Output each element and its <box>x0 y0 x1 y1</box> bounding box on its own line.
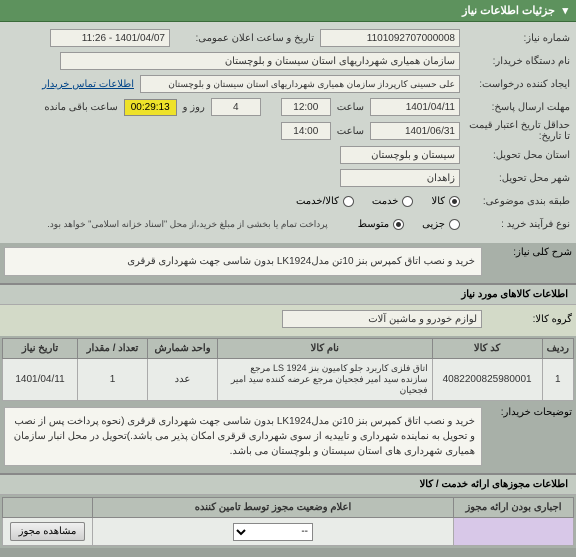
buyer-notes-box: خرید و نصب اتاق کمپرس بنز 10تن مدلLK1924… <box>4 407 482 466</box>
th-qty: تعداد / مقدار <box>78 339 148 359</box>
radio-medium-label: متوسط <box>358 219 389 230</box>
permit-table: اجباری بودن ارائه مجوز اعلام وضعیت مجوز … <box>2 497 574 546</box>
city-label: شهر محل تحویل: <box>460 173 570 184</box>
radio-both[interactable] <box>343 196 354 207</box>
announce-date-field: 1401/04/07 - 11:26 <box>50 29 170 47</box>
cell-idx: 1 <box>542 359 573 401</box>
radio-both-label: کالا/خدمت <box>296 196 339 207</box>
view-permit-button[interactable]: مشاهده مجوز <box>10 522 86 541</box>
goods-section-header: اطلاعات کالاهای مورد نیاز <box>0 283 576 305</box>
contact-link[interactable]: اطلاعات تماس خریدار <box>42 79 134 90</box>
requester-field: علی حسینی کارپرداز سازمان همیاری شهرداری… <box>140 75 460 93</box>
process-label: نوع فرآیند خرید : <box>460 219 570 230</box>
permit-section-header: اطلاعات مجوزهای ارائه خدمت / کالا <box>0 473 576 495</box>
time-label-2: ساعت <box>331 126 370 137</box>
radio-goods[interactable] <box>449 196 460 207</box>
buyer-org-field: سازمان همیاری شهرداریهای استان سیستان و … <box>60 52 460 70</box>
th-name: نام کالا <box>218 339 433 359</box>
table-row: 1 4082200825980001 اتاق فلزی کاربرد جلو … <box>3 359 574 401</box>
deadline-date-field: 1401/04/11 <box>370 98 460 116</box>
cell-qty: 1 <box>78 359 148 401</box>
th-code: کد کالا <box>432 339 542 359</box>
th-mandatory: اجباری بودن ارائه مجوز <box>454 498 574 518</box>
radio-medium[interactable] <box>393 219 404 230</box>
deadline-label: مهلت ارسال پاسخ: <box>460 102 570 113</box>
process-radio-group: جزیی متوسط پرداخت تمام یا بخشی از مبلغ خ… <box>47 219 460 230</box>
cell-date: 1401/04/11 <box>3 359 78 401</box>
cell-unit: عدد <box>148 359 218 401</box>
validity-date-field: 1401/06/31 <box>370 122 460 140</box>
th-status: اعلام وضعیت مجوز توسط تامین کننده <box>93 498 454 518</box>
form-panel: شماره نیاز: 1101092707000008 تاریخ و ساع… <box>0 22 576 243</box>
th-date: تاریخ نیاز <box>3 339 78 359</box>
payment-note: پرداخت تمام یا بخشی از مبلغ خرید،از محل … <box>47 219 335 230</box>
category-label: طبقه بندی موضوعی: <box>460 196 570 207</box>
permit-status-select[interactable]: -- <box>233 523 313 541</box>
radio-small[interactable] <box>449 219 460 230</box>
th-unit: واحد شمارش <box>148 339 218 359</box>
category-radio-group: کالا خدمت کالا/خدمت <box>296 196 460 207</box>
radio-small-label: جزیی <box>422 219 445 230</box>
permit-row: -- مشاهده مجوز <box>3 518 574 546</box>
need-number-field: 1101092707000008 <box>320 29 460 47</box>
cell-name: اتاق فلزی کاربرد جلو کامیون بنز 1924 LS … <box>218 359 433 401</box>
province-field: سیستان و بلوچستان <box>340 146 460 164</box>
radio-service[interactable] <box>402 196 413 207</box>
days-label: روز و <box>177 102 211 113</box>
collapse-icon[interactable]: ▾ <box>558 4 568 17</box>
cell-code: 4082200825980001 <box>432 359 542 401</box>
goods-group-field: لوازم خودرو و ماشین آلات <box>282 310 482 328</box>
remaining-label: ساعت باقی مانده <box>38 102 123 113</box>
countdown-timer: 00:29:13 <box>124 99 177 116</box>
deadline-time-field: 12:00 <box>281 98 331 116</box>
time-label-1: ساعت <box>331 102 370 113</box>
goods-group-label: گروه کالا: <box>482 314 572 325</box>
need-desc-label: شرح کلی نیاز: <box>482 247 572 258</box>
need-desc-box: خرید و نصب اتاق کمپرس بنز 10تن مدلLK1924… <box>4 247 482 276</box>
section-title: جزئیات اطلاعات نیاز <box>462 5 555 17</box>
th-idx: ردیف <box>542 339 573 359</box>
province-label: استان محل تحویل: <box>460 150 570 161</box>
requester-label: ایجاد کننده درخواست: <box>460 79 570 90</box>
section-header-need-info: ▾ جزئیات اطلاعات نیاز <box>0 0 576 22</box>
city-field: زاهدان <box>340 169 460 187</box>
goods-table: ردیف کد کالا نام کالا واحد شمارش تعداد /… <box>2 338 574 401</box>
radio-goods-label: کالا <box>431 196 445 207</box>
validity-label: حداقل تاریخ اعتبار قیمت تا تاریخ: <box>460 120 570 142</box>
days-field: 4 <box>211 98 261 116</box>
radio-service-label: خدمت <box>372 196 399 207</box>
buyer-org-label: نام دستگاه خریدار: <box>460 56 570 67</box>
validity-time-field: 14:00 <box>281 122 331 140</box>
need-number-label: شماره نیاز: <box>460 33 570 44</box>
announce-date-label: تاریخ و ساعت اعلان عمومی: <box>170 33 320 44</box>
buyer-notes-label: توضیحات خریدار: <box>482 407 572 418</box>
